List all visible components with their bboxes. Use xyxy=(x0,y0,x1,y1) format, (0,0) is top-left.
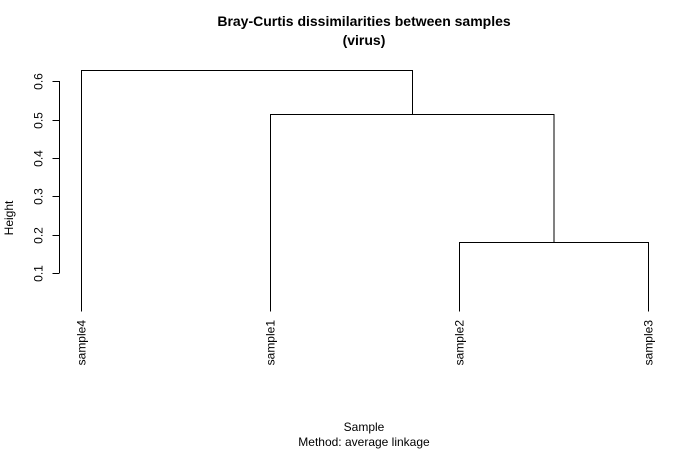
y-tick-label: 0.5 xyxy=(32,112,46,129)
dendrogram-branch-2 xyxy=(270,114,555,312)
dendrogram-branch-1 xyxy=(459,242,649,312)
chart-title: Bray-Curtis dissimilarities between samp… xyxy=(217,13,511,29)
dendrogram-branch-3 xyxy=(81,70,413,312)
leaf-labels: sample4 sample1 sample2 sample3 xyxy=(75,320,656,366)
y-axis: 0.1 0.2 0.3 0.4 0.5 0.6 xyxy=(32,73,60,282)
leaf-label-sample4: sample4 xyxy=(75,320,89,366)
chart-subtitle: (virus) xyxy=(343,32,386,48)
x-axis-sublabel: Method: average linkage xyxy=(298,435,430,449)
y-tick-label: 0.4 xyxy=(32,150,46,167)
leaf-label-sample3: sample3 xyxy=(642,320,656,366)
y-tick-label: 0.2 xyxy=(32,227,46,244)
x-axis-label: Sample xyxy=(344,420,385,434)
leaf-label-sample2: sample2 xyxy=(453,320,467,366)
dendrogram-branches xyxy=(81,70,649,312)
y-tick-label: 0.6 xyxy=(32,73,46,90)
leaf-label-sample1: sample1 xyxy=(264,320,278,366)
y-tick-label: 0.1 xyxy=(32,265,46,282)
y-tick-label: 0.3 xyxy=(32,188,46,205)
y-axis-label: Height xyxy=(2,200,16,235)
